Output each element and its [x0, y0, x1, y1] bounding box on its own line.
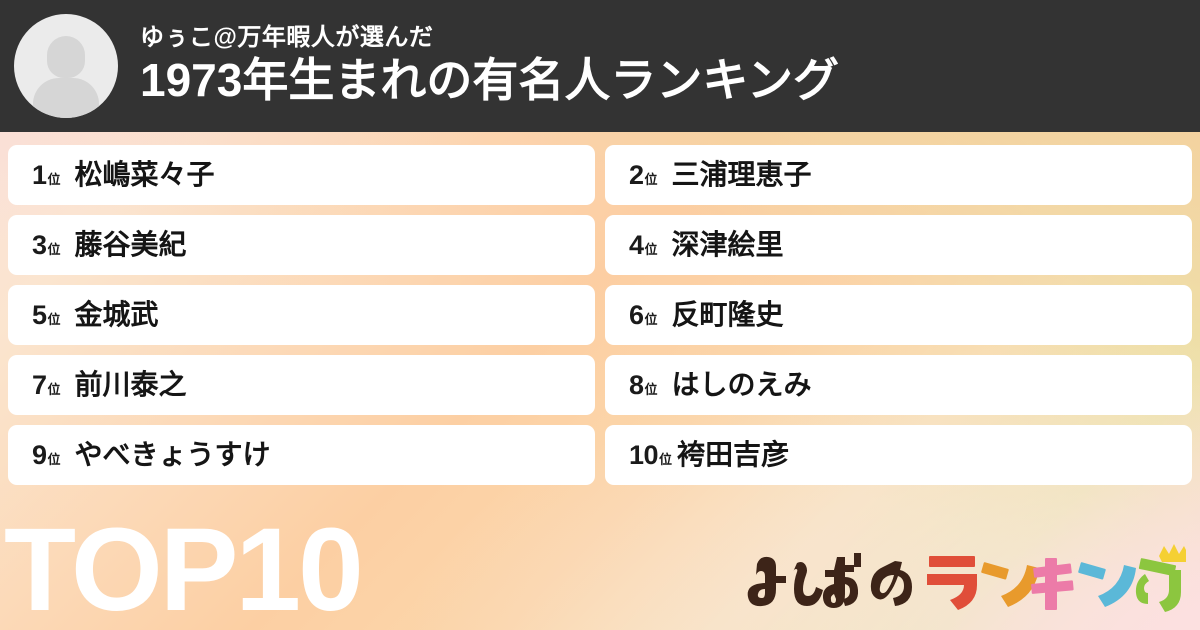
- ranking-item-name: 反町隆史: [671, 299, 784, 330]
- rank-label: 7 位: [32, 369, 61, 400]
- rank-label: 6 位: [629, 299, 658, 330]
- rank-unit: 位: [47, 311, 61, 327]
- rank-label: 1 位: [32, 159, 61, 190]
- ranking-item-name: 金城武: [74, 299, 159, 330]
- ranking-card-5[interactable]: 5 位 金城武: [8, 285, 595, 345]
- rank-number: 7: [32, 369, 47, 400]
- minna-no-ranking-logo[interactable]: [741, 540, 1186, 616]
- rank-label: 8 位: [629, 369, 658, 400]
- rank-label: 2 位: [629, 159, 658, 190]
- ranking-card-10[interactable]: 10 位 袴田吉彦: [605, 425, 1192, 485]
- rank-unit: 位: [47, 381, 61, 397]
- rank-unit: 位: [47, 451, 61, 467]
- header-text-block: ゆぅこ@万年暇人が選んだ 1973年生まれの有名人ランキング: [140, 23, 839, 106]
- ranking-card-2[interactable]: 2 位 三浦理恵子: [605, 145, 1192, 205]
- crown-icon: [1159, 544, 1186, 562]
- page-title: 1973年生まれの有名人ランキング: [140, 53, 839, 106]
- ranking-card-8[interactable]: 8 位 はしのえみ: [605, 355, 1192, 415]
- rank-label: 4 位: [629, 229, 658, 260]
- ranking-grid: 1 位 松嶋菜々子 2 位 三浦理恵子 3 位 藤谷美紀 4 位 深津絵里: [8, 145, 1192, 485]
- ranking-card-4[interactable]: 4 位 深津絵里: [605, 215, 1192, 275]
- logo-char-n1: [981, 562, 1039, 607]
- ranking-card-9[interactable]: 9 位 やべきょうすけ: [8, 425, 595, 485]
- user-placeholder-icon: [14, 14, 118, 118]
- rank-number: 8: [629, 369, 644, 400]
- rank-unit: 位: [659, 451, 673, 467]
- rank-number: 4: [629, 229, 644, 260]
- ranking-item-name: はしのえみ: [671, 369, 812, 400]
- rank-number: 3: [32, 229, 47, 260]
- logo-char-n2: [1078, 562, 1136, 607]
- author-subtitle: ゆぅこ@万年暇人が選んだ: [140, 23, 434, 51]
- ranking-card-6[interactable]: 6 位 反町隆史: [605, 285, 1192, 345]
- avatar-body-shape: [33, 78, 99, 118]
- logo-artwork: [747, 544, 1186, 612]
- header-bar: ゆぅこ@万年暇人が選んだ 1973年生まれの有名人ランキング: [0, 0, 1200, 132]
- rank-number: 5: [32, 299, 47, 330]
- ranking-item-name: 前川泰之: [74, 369, 187, 400]
- rank-label: 5 位: [32, 299, 61, 330]
- rank-unit: 位: [644, 381, 658, 397]
- rank-number: 6: [629, 299, 644, 330]
- logo-char-ra: [927, 556, 977, 610]
- rank-label: 9 位: [32, 439, 61, 470]
- ranking-item-name: やべきょうすけ: [74, 439, 271, 470]
- rank-unit: 位: [47, 241, 61, 257]
- ranking-item-name: 袴田吉彦: [677, 439, 790, 470]
- rank-number: 10: [629, 439, 659, 470]
- rank-label: 10 位: [629, 439, 673, 470]
- rank-unit: 位: [47, 171, 61, 187]
- rank-number: 1: [32, 159, 47, 190]
- logo-dark-text: [747, 553, 912, 608]
- rank-unit: 位: [644, 171, 658, 187]
- avatar-head-shape: [47, 36, 85, 78]
- ranking-card-3[interactable]: 3 位 藤谷美紀: [8, 215, 595, 275]
- rank-number: 9: [32, 439, 47, 470]
- ranking-card-7[interactable]: 7 位 前川泰之: [8, 355, 595, 415]
- ranking-item-name: 松嶋菜々子: [74, 159, 215, 190]
- rank-label: 3 位: [32, 229, 61, 260]
- rank-unit: 位: [644, 241, 658, 257]
- logo-char-gu: [1135, 558, 1181, 612]
- rank-unit: 位: [644, 311, 658, 327]
- ranking-card-1[interactable]: 1 位 松嶋菜々子: [8, 145, 595, 205]
- ranking-item-name: 深津絵里: [671, 229, 784, 260]
- top10-watermark: TOP10: [4, 504, 364, 630]
- logo-char-ki: [1031, 558, 1074, 610]
- ranking-item-name: 三浦理恵子: [671, 159, 812, 190]
- rank-number: 2: [629, 159, 644, 190]
- ranking-item-name: 藤谷美紀: [74, 229, 187, 260]
